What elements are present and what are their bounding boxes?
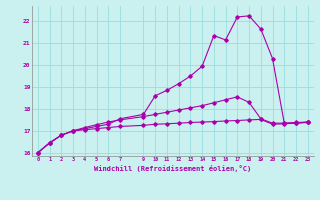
X-axis label: Windchill (Refroidissement éolien,°C): Windchill (Refroidissement éolien,°C) <box>94 165 252 172</box>
